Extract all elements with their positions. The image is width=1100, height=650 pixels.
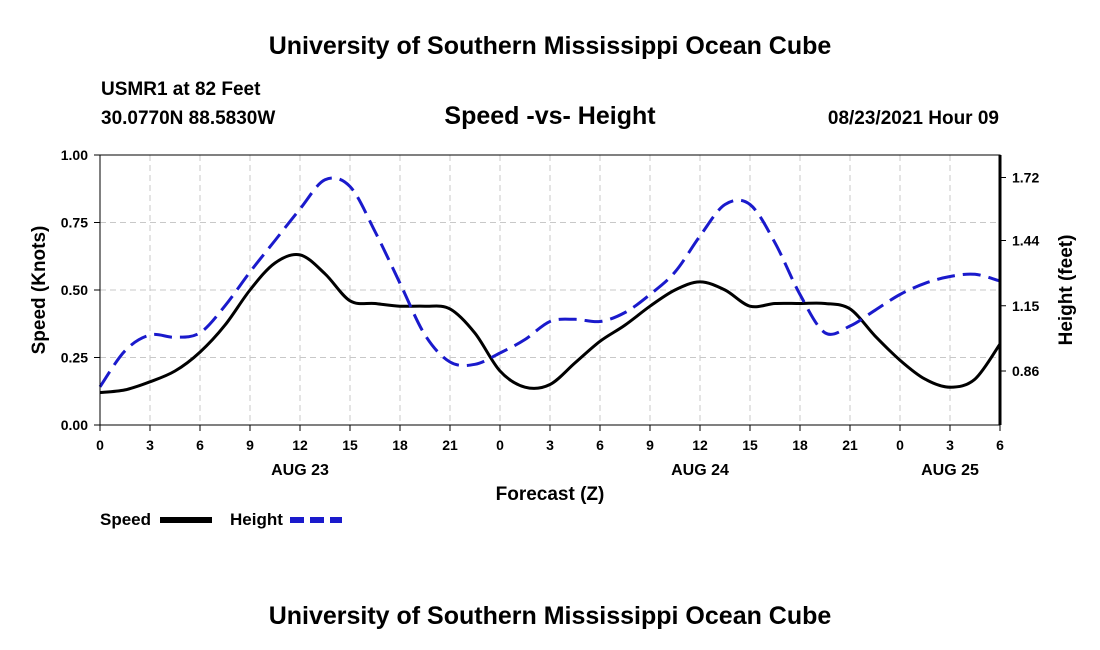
series-lines bbox=[98, 176, 1002, 395]
y-right-tick-label: 1.15 bbox=[1012, 298, 1039, 314]
x-day-label: AUG 23 bbox=[271, 462, 329, 479]
x-tick-label: 12 bbox=[692, 437, 708, 453]
y-axis-left-label: Speed (Knots) bbox=[29, 226, 50, 355]
x-tick-label: 9 bbox=[246, 437, 254, 453]
y-left-tick-label: 0.75 bbox=[61, 215, 88, 231]
x-tick-label: 18 bbox=[392, 437, 408, 453]
x-tick-label: 3 bbox=[946, 437, 954, 453]
y-left-tick-label: 0.25 bbox=[61, 350, 88, 366]
series-line-height bbox=[98, 176, 1001, 388]
x-day-label: AUG 24 bbox=[671, 462, 729, 479]
x-tick-label: 6 bbox=[596, 437, 604, 453]
x-tick-label: 0 bbox=[496, 437, 504, 453]
y-left-tick-label: 1.00 bbox=[61, 147, 88, 163]
y-right-tick-label: 0.86 bbox=[1012, 363, 1039, 379]
page-title-top: University of Southern Mississippi Ocean… bbox=[269, 32, 832, 60]
x-tick-label: 15 bbox=[342, 437, 358, 453]
x-tick-label: 6 bbox=[196, 437, 204, 453]
x-tick-label: 15 bbox=[742, 437, 758, 453]
station-label: USMR1 at 82 Feet bbox=[101, 79, 261, 100]
chart-title: Speed -vs- Height bbox=[444, 102, 656, 130]
y-axis-right-label: Height (feet) bbox=[1056, 235, 1077, 346]
x-tick-label: 21 bbox=[442, 437, 458, 453]
x-tick-label: 0 bbox=[896, 437, 904, 453]
x-day-label: AUG 25 bbox=[921, 462, 979, 479]
station-coordinates: 30.0770N 88.5830W bbox=[101, 108, 275, 129]
y-left-tick-label: 0.50 bbox=[61, 282, 88, 298]
series-line-speed bbox=[99, 252, 1002, 395]
x-tick-label: 3 bbox=[546, 437, 554, 453]
x-tick-label: 18 bbox=[792, 437, 808, 453]
x-tick-label: 21 bbox=[842, 437, 858, 453]
forecast-timestamp: 08/23/2021 Hour 09 bbox=[828, 108, 999, 129]
axes: 0 3 6 9 12 15 18 21 0 3 6 9 12 15 18 21 0 3 6 AUG 23 AUG 24 A… bbox=[61, 147, 1040, 479]
legend-speed-label: Speed bbox=[100, 510, 151, 529]
x-tick-label: 12 bbox=[292, 437, 308, 453]
x-tick-label: 6 bbox=[996, 437, 1004, 453]
x-axis-label: Forecast (Z) bbox=[496, 484, 605, 505]
y-left-tick-label: 0.00 bbox=[61, 417, 88, 433]
y-right-tick-label: 1.72 bbox=[1012, 170, 1039, 186]
legend-height-label: Height bbox=[230, 510, 283, 529]
x-tick-label: 0 bbox=[96, 437, 104, 453]
x-tick-label: 9 bbox=[646, 437, 654, 453]
page-title-bottom: University of Southern Mississippi Ocean… bbox=[269, 602, 832, 630]
x-tick-label: 3 bbox=[146, 437, 154, 453]
y-right-tick-label: 1.44 bbox=[1012, 233, 1039, 249]
